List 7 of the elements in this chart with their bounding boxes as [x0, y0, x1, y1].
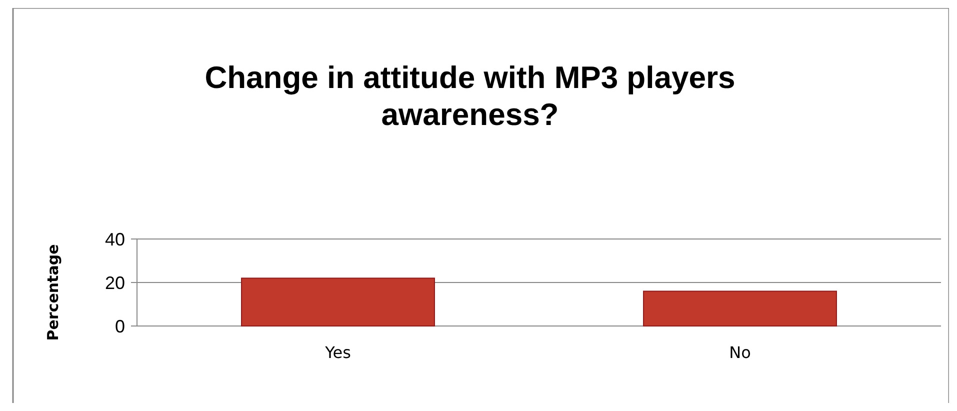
chart-title: Change in attitude with MP3 players awareness?: [204, 60, 736, 132]
x-tick-label: No: [729, 343, 751, 362]
y-tick-label: 0: [114, 316, 125, 336]
x-tick-label: Yes: [324, 343, 351, 362]
y-tick-label: 20: [104, 272, 125, 293]
y-axis-title: Percentage: [44, 244, 62, 341]
y-tick-label: 40: [104, 229, 125, 250]
